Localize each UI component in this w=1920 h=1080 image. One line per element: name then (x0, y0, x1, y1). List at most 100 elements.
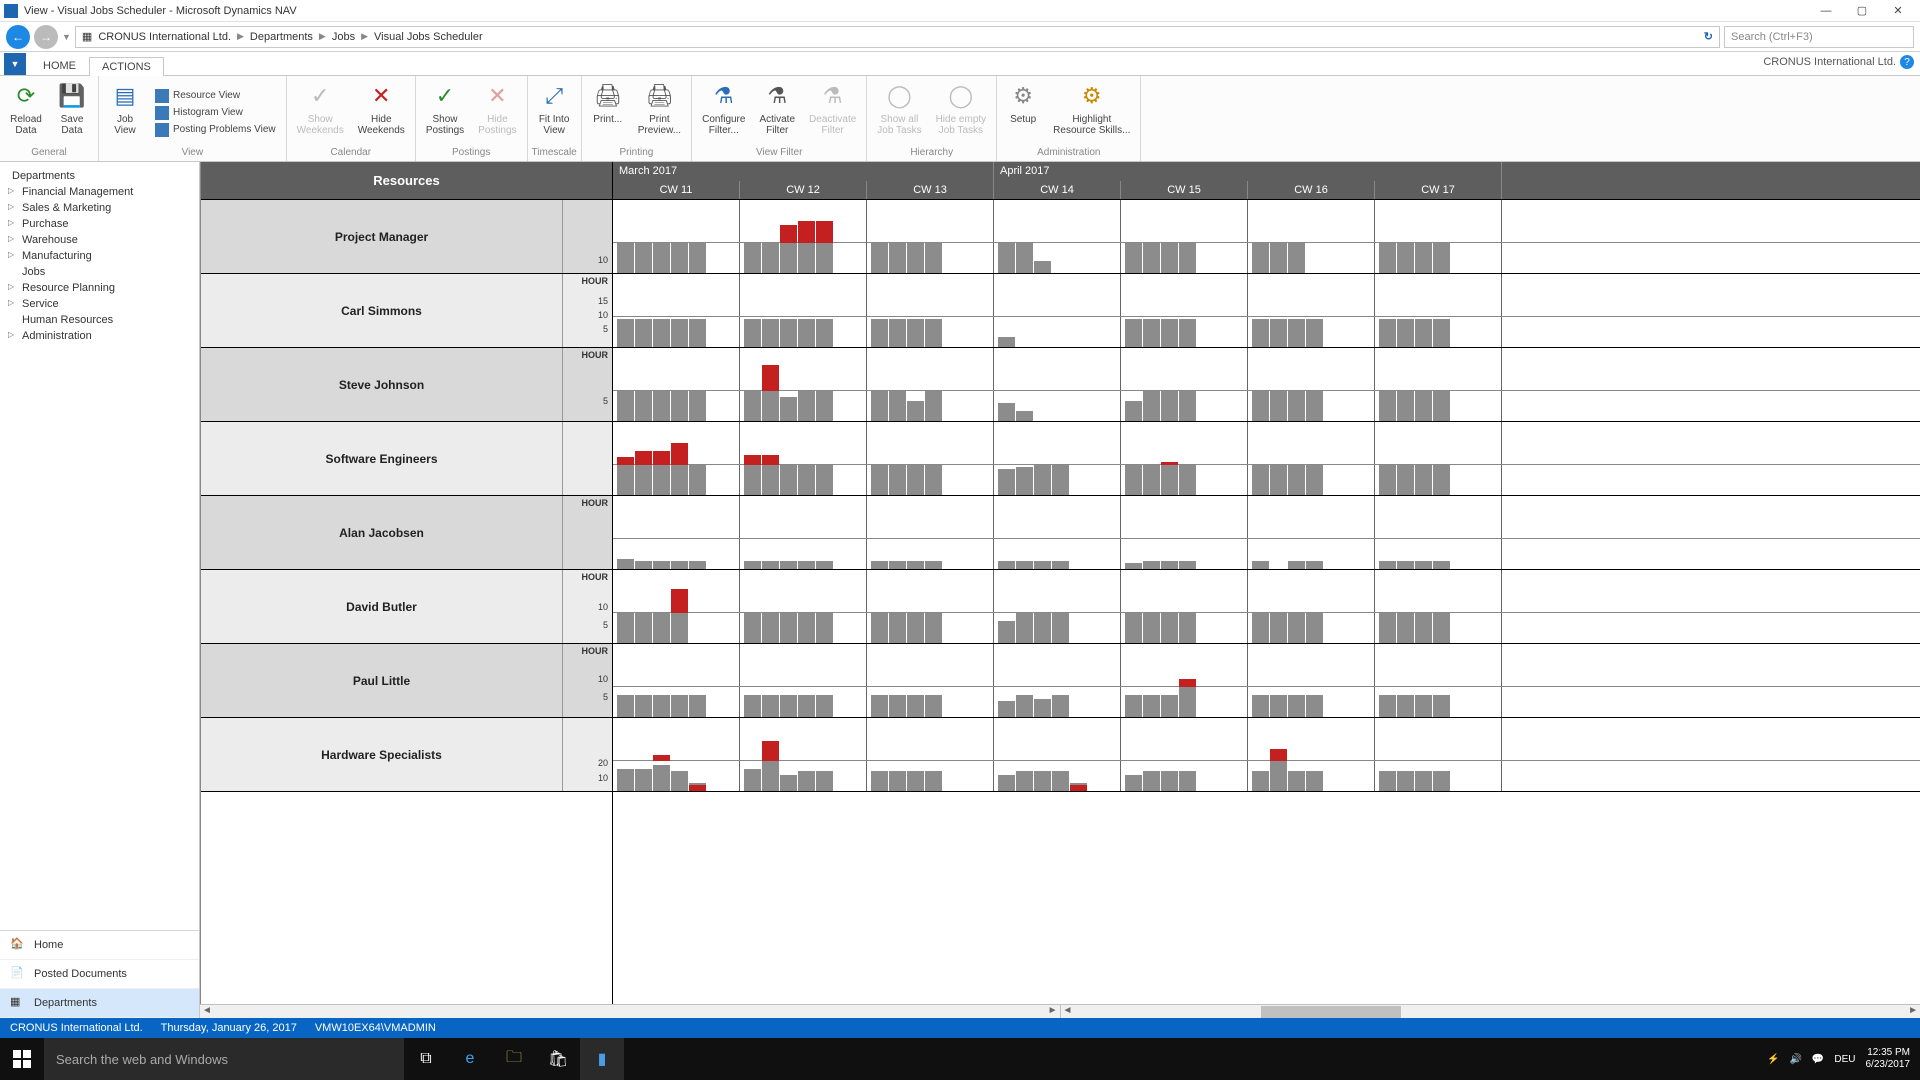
edge-icon[interactable]: e (448, 1038, 492, 1080)
ribbon-group-timescale: ⤢Fit IntoViewTimescale (528, 76, 582, 161)
ribbon-group-printing: 🖨Print...🖨PrintPreview...Printing (582, 76, 692, 161)
breadcrumb-1[interactable]: Jobs (332, 31, 355, 43)
store-icon[interactable]: 🛍 (536, 1038, 580, 1080)
taskbar-search[interactable]: Search the web and Windows (44, 1038, 404, 1080)
week-header: CW 17 (1375, 181, 1502, 200)
address-field[interactable]: ▦ CRONUS International Ltd. ▶ Department… (75, 26, 1720, 48)
month-header: April 2017 (994, 162, 1502, 181)
showpost-button[interactable]: ✓ShowPostings (420, 78, 470, 147)
ribbon-group-calendar: ✓ShowWeekends✕HideWeekendsCalendar (287, 76, 416, 161)
nav-item-financial-management[interactable]: Financial Management (4, 184, 195, 200)
main-area: Resources Project Manager10Carl SimmonsH… (200, 162, 1920, 1018)
deactfilt-button: ⚗DeactivateFilter (803, 78, 862, 147)
breadcrumb-2[interactable]: Visual Jobs Scheduler (374, 31, 483, 43)
chevron-right-icon: ▶ (361, 31, 368, 42)
nav-app-icon[interactable]: ▮ (580, 1038, 624, 1080)
h-scrollbar[interactable]: ◄ ► ◄ ► (200, 1004, 1920, 1018)
minimize-button[interactable]: — (1808, 5, 1844, 17)
nav-forward-button[interactable]: → (34, 25, 58, 49)
breadcrumb-0[interactable]: Departments (250, 31, 313, 43)
refresh-icon[interactable]: ↻ (1704, 30, 1713, 43)
nav-item-sales-marketing[interactable]: Sales & Marketing (4, 200, 195, 216)
nav-item-manufacturing[interactable]: Manufacturing (4, 248, 195, 264)
status-bar: CRONUS International Ltd. Thursday, Janu… (0, 1018, 1920, 1038)
file-menu-button[interactable]: ▼ (4, 53, 26, 75)
start-button[interactable] (0, 1050, 44, 1068)
tab-actions[interactable]: ACTIONS (89, 57, 164, 76)
tray-icon[interactable]: ⚡ (1767, 1054, 1779, 1065)
fit-button[interactable]: ⤢Fit IntoView (532, 78, 576, 147)
resource-scale: 10 (562, 200, 612, 273)
week-header: CW 13 (867, 181, 994, 200)
setup-button[interactable]: ⚙Setup (1001, 78, 1045, 147)
nav-item-administration[interactable]: Administration (4, 328, 195, 344)
week-header: CW 12 (740, 181, 867, 200)
nav-item-human-resources[interactable]: Human Resources (4, 312, 195, 328)
resource-row-chart[interactable] (613, 644, 1920, 718)
nav-item-purchase[interactable]: Purchase (4, 216, 195, 232)
task-view-icon[interactable]: ⧉ (404, 1038, 448, 1080)
resview-button[interactable]: Resource View (153, 88, 278, 104)
nav-item-resource-planning[interactable]: Resource Planning (4, 280, 195, 296)
resource-row-chart[interactable] (613, 422, 1920, 496)
resource-row-chart[interactable] (613, 496, 1920, 570)
nav-bottom-depts[interactable]: ▦Departments (0, 989, 199, 1018)
ribbon-group-hierarchy: ◯Show allJob Tasks◯Hide emptyJob TasksHi… (867, 76, 997, 161)
resource-row-chart[interactable] (613, 718, 1920, 792)
help-icon[interactable]: ? (1900, 55, 1914, 69)
scroll-thumb[interactable] (1261, 1006, 1401, 1018)
postprob-button[interactable]: Posting Problems View (153, 122, 278, 138)
resource-name: Software Engineers (201, 422, 562, 495)
window-title: View - Visual Jobs Scheduler - Microsoft… (24, 5, 297, 17)
print-button[interactable]: 🖨Print... (586, 78, 630, 147)
nav-root[interactable]: Departments (4, 168, 195, 184)
resource-row-chart[interactable] (613, 348, 1920, 422)
nav-item-jobs[interactable]: Jobs (4, 264, 195, 280)
jobview-button[interactable]: ▤JobView (103, 78, 147, 147)
resource-name: Paul Little (201, 644, 562, 717)
company-text: CRONUS International Ltd. (1763, 56, 1896, 68)
chevron-right-icon: ▶ (237, 31, 244, 42)
nav-back-button[interactable]: ← (6, 25, 30, 49)
close-button[interactable]: ✕ (1880, 4, 1916, 17)
resource-row-label: Carl SimmonsHOUR15105 (201, 274, 613, 348)
tray-volume-icon[interactable]: 🔊 (1789, 1054, 1801, 1065)
system-tray: ⚡ 🔊 💬 DEU 12:35 PM 6/23/2017 (1757, 1047, 1920, 1071)
explorer-icon[interactable]: 🗀 (492, 1038, 536, 1080)
nav-item-warehouse[interactable]: Warehouse (4, 232, 195, 248)
resource-row-chart[interactable] (613, 200, 1920, 274)
printprev-button[interactable]: 🖨PrintPreview... (632, 78, 687, 147)
address-bar: ← → ▼ ▦ CRONUS International Ltd. ▶ Depa… (0, 22, 1920, 52)
nav-bottom-posted[interactable]: 📄Posted Documents (0, 960, 199, 989)
resource-row-label: Steve JohnsonHOUR5 (201, 348, 613, 422)
resource-row-chart[interactable] (613, 274, 1920, 348)
actfilt-button[interactable]: ⚗ActivateFilter (753, 78, 801, 147)
tab-home[interactable]: HOME (30, 56, 89, 75)
tray-lang[interactable]: DEU (1834, 1054, 1855, 1065)
hilite-button[interactable]: ⚙HighlightResource Skills... (1047, 78, 1136, 147)
search-input[interactable]: Search (Ctrl+F3) (1724, 26, 1914, 48)
tray-time: 12:35 PM (1866, 1047, 1911, 1059)
resource-row-chart[interactable] (613, 570, 1920, 644)
week-header: CW 15 (1121, 181, 1248, 200)
tray-notif-icon[interactable]: 💬 (1812, 1054, 1824, 1065)
nav-tree: Departments Financial ManagementSales & … (0, 162, 199, 930)
ribbon-group-view-filter: ⚗ConfigureFilter...⚗ActivateFilter⚗Deact… (692, 76, 867, 161)
hidewe-button[interactable]: ✕HideWeekends (352, 78, 411, 147)
status-server: VMW10EX64\VMADMIN (315, 1022, 436, 1034)
dropdown-icon[interactable]: ▼ (62, 32, 71, 42)
reload-button[interactable]: ⟳ReloadData (4, 78, 48, 147)
breadcrumb-company[interactable]: CRONUS International Ltd. (98, 31, 231, 43)
save-button[interactable]: 💾SaveData (50, 78, 94, 147)
histview-button[interactable]: Histogram View (153, 105, 278, 121)
tray-clock[interactable]: 12:35 PM 6/23/2017 (1866, 1047, 1911, 1071)
nav-bottom-home[interactable]: 🏠Home (0, 931, 199, 960)
nav-item-service[interactable]: Service (4, 296, 195, 312)
resource-name: Hardware Specialists (201, 718, 562, 791)
ribbon-tabs: ▼ HOME ACTIONS CRONUS International Ltd.… (0, 52, 1920, 76)
chevron-right-icon: ▶ (319, 31, 326, 42)
gantt-chart: Resources Project Manager10Carl SimmonsH… (200, 162, 1920, 1004)
conffilt-button[interactable]: ⚗ConfigureFilter... (696, 78, 751, 147)
resource-scale: HOUR (562, 496, 612, 569)
maximize-button[interactable]: ▢ (1844, 4, 1880, 17)
